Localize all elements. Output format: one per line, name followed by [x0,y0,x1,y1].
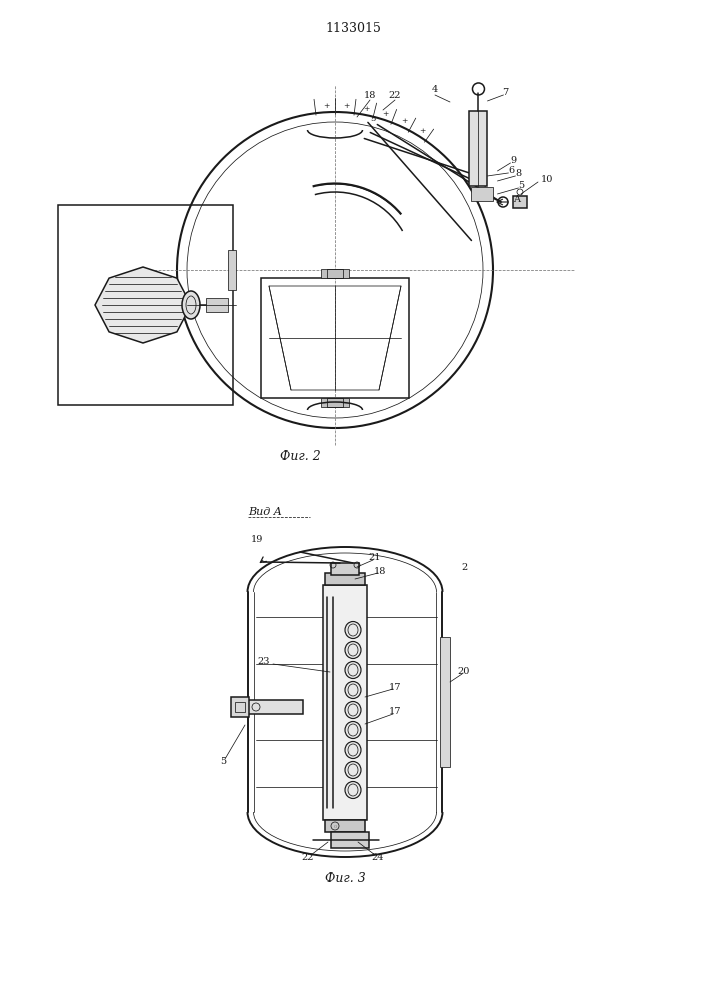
Bar [231,697,249,717]
Bar [472,187,493,201]
Text: 22: 22 [389,91,402,100]
Text: 5: 5 [220,758,226,766]
Bar [235,702,245,712]
Text: 18: 18 [374,566,386,576]
Text: 7: 7 [503,88,508,97]
Polygon shape [95,267,191,343]
Bar [323,585,367,820]
Text: 19: 19 [251,534,263,544]
Bar [327,398,343,407]
Ellipse shape [345,782,361,798]
Text: 23: 23 [257,658,270,666]
Text: 17: 17 [389,682,402,692]
Text: 9: 9 [510,156,517,165]
Text: Фиг. 2: Фиг. 2 [280,450,320,462]
Bar [228,250,236,290]
Text: +: + [344,102,350,110]
Bar [331,563,359,575]
Text: 10: 10 [541,176,554,184]
Text: A: A [513,196,520,205]
Ellipse shape [345,662,361,678]
Bar [325,820,365,832]
Bar [248,700,303,714]
Bar [321,269,349,278]
Text: 5: 5 [370,115,375,123]
Text: +: + [401,117,407,125]
Text: 1133015: 1133015 [325,21,381,34]
Ellipse shape [345,682,361,698]
Bar [261,278,409,398]
Text: 20: 20 [458,668,470,676]
Text: 18: 18 [364,91,376,100]
Bar [327,269,343,278]
Text: +: + [323,102,329,110]
Text: +: + [419,127,425,135]
Text: 2: 2 [461,562,467,572]
Bar [440,637,450,767]
Ellipse shape [345,762,361,778]
Ellipse shape [345,742,361,758]
Bar [206,298,228,312]
Text: +: + [363,105,370,113]
Text: o: o [334,824,337,828]
Text: 22: 22 [302,854,314,862]
Bar [58,205,233,405]
Text: 5: 5 [518,181,525,190]
Text: +: + [382,110,389,118]
Text: 21: 21 [369,552,381,562]
Bar [469,111,487,186]
Text: Вид A: Вид A [248,507,282,517]
Text: 6: 6 [508,166,515,175]
Ellipse shape [345,702,361,718]
Ellipse shape [345,642,361,658]
Text: Фиг. 3: Фиг. 3 [325,872,366,886]
Circle shape [498,197,508,207]
Ellipse shape [345,722,361,738]
Text: 8: 8 [515,169,522,178]
Ellipse shape [182,291,200,319]
Bar [321,398,349,407]
Bar [325,573,365,585]
Bar [331,832,369,848]
Text: 4: 4 [432,86,438,95]
Text: 17: 17 [389,708,402,716]
Ellipse shape [345,621,361,639]
Bar [513,196,527,208]
Text: 24: 24 [372,854,384,862]
